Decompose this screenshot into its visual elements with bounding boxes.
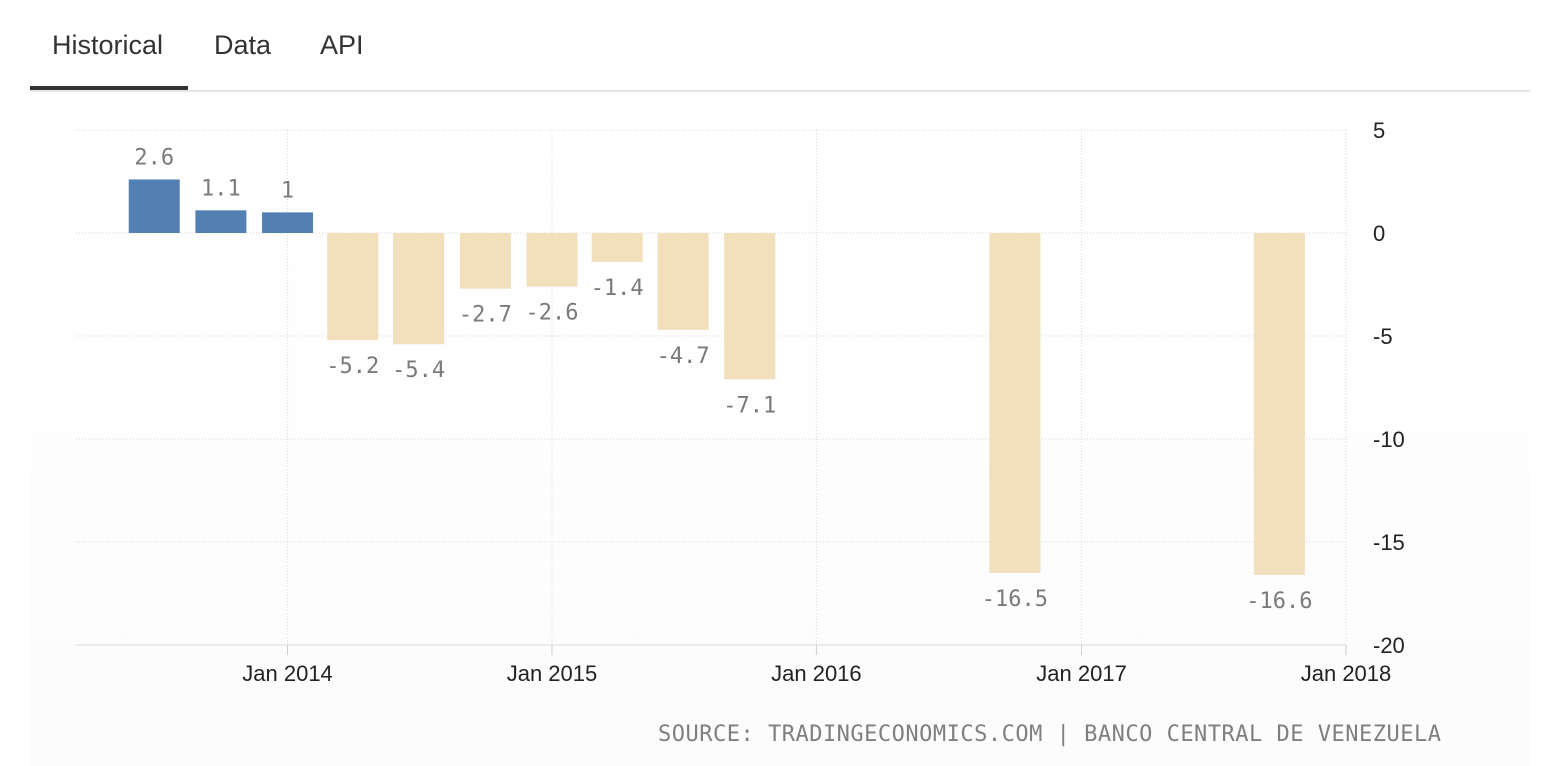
x-tick-label: Jan 2017 <box>1036 661 1127 686</box>
bar <box>327 233 379 341</box>
data-label: 2.6 <box>134 145 174 170</box>
bar <box>128 179 180 233</box>
data-label: -5.2 <box>326 354 379 379</box>
y-tick-label: -10 <box>1373 427 1405 452</box>
bar <box>989 233 1041 573</box>
bar <box>459 233 511 289</box>
data-label: -4.7 <box>657 344 710 369</box>
bar <box>724 233 776 380</box>
x-tick-label: Jan 2016 <box>771 661 862 686</box>
y-tick-label: -20 <box>1373 633 1405 658</box>
active-tab-indicator <box>30 86 188 90</box>
tab-historical[interactable]: Historical <box>52 30 164 60</box>
y-tick-label: -5 <box>1373 324 1393 349</box>
y-tick-label: -15 <box>1373 530 1405 555</box>
bar <box>195 210 247 233</box>
data-label: -2.7 <box>459 303 512 328</box>
source-note: SOURCE: TRADINGECONOMICS.COM | BANCO CEN… <box>658 722 1442 747</box>
x-tick-label: Jan 2014 <box>242 661 333 686</box>
data-label: -7.1 <box>723 393 776 418</box>
data-label: 1.1 <box>201 176 241 201</box>
data-label: -1.4 <box>591 276 644 301</box>
bar <box>1253 233 1305 575</box>
tab-data[interactable]: Data <box>214 30 272 60</box>
data-label: -2.6 <box>525 301 578 326</box>
y-tick-label: 0 <box>1373 221 1385 246</box>
bar <box>393 233 445 345</box>
bar <box>657 233 709 330</box>
bar <box>526 233 578 287</box>
data-label: 1 <box>281 178 294 203</box>
data-label: -16.6 <box>1246 589 1312 614</box>
x-tick-label: Jan 2018 <box>1301 661 1392 686</box>
data-label: -5.4 <box>392 358 445 383</box>
bar <box>591 233 643 262</box>
y-tick-label: 5 <box>1373 118 1385 143</box>
tab-bar: Historical Data API <box>30 0 1530 92</box>
x-tick-label: Jan 2015 <box>507 661 598 686</box>
bar <box>262 212 314 233</box>
data-label: -16.5 <box>982 587 1048 612</box>
tab-api[interactable]: API <box>320 30 364 60</box>
